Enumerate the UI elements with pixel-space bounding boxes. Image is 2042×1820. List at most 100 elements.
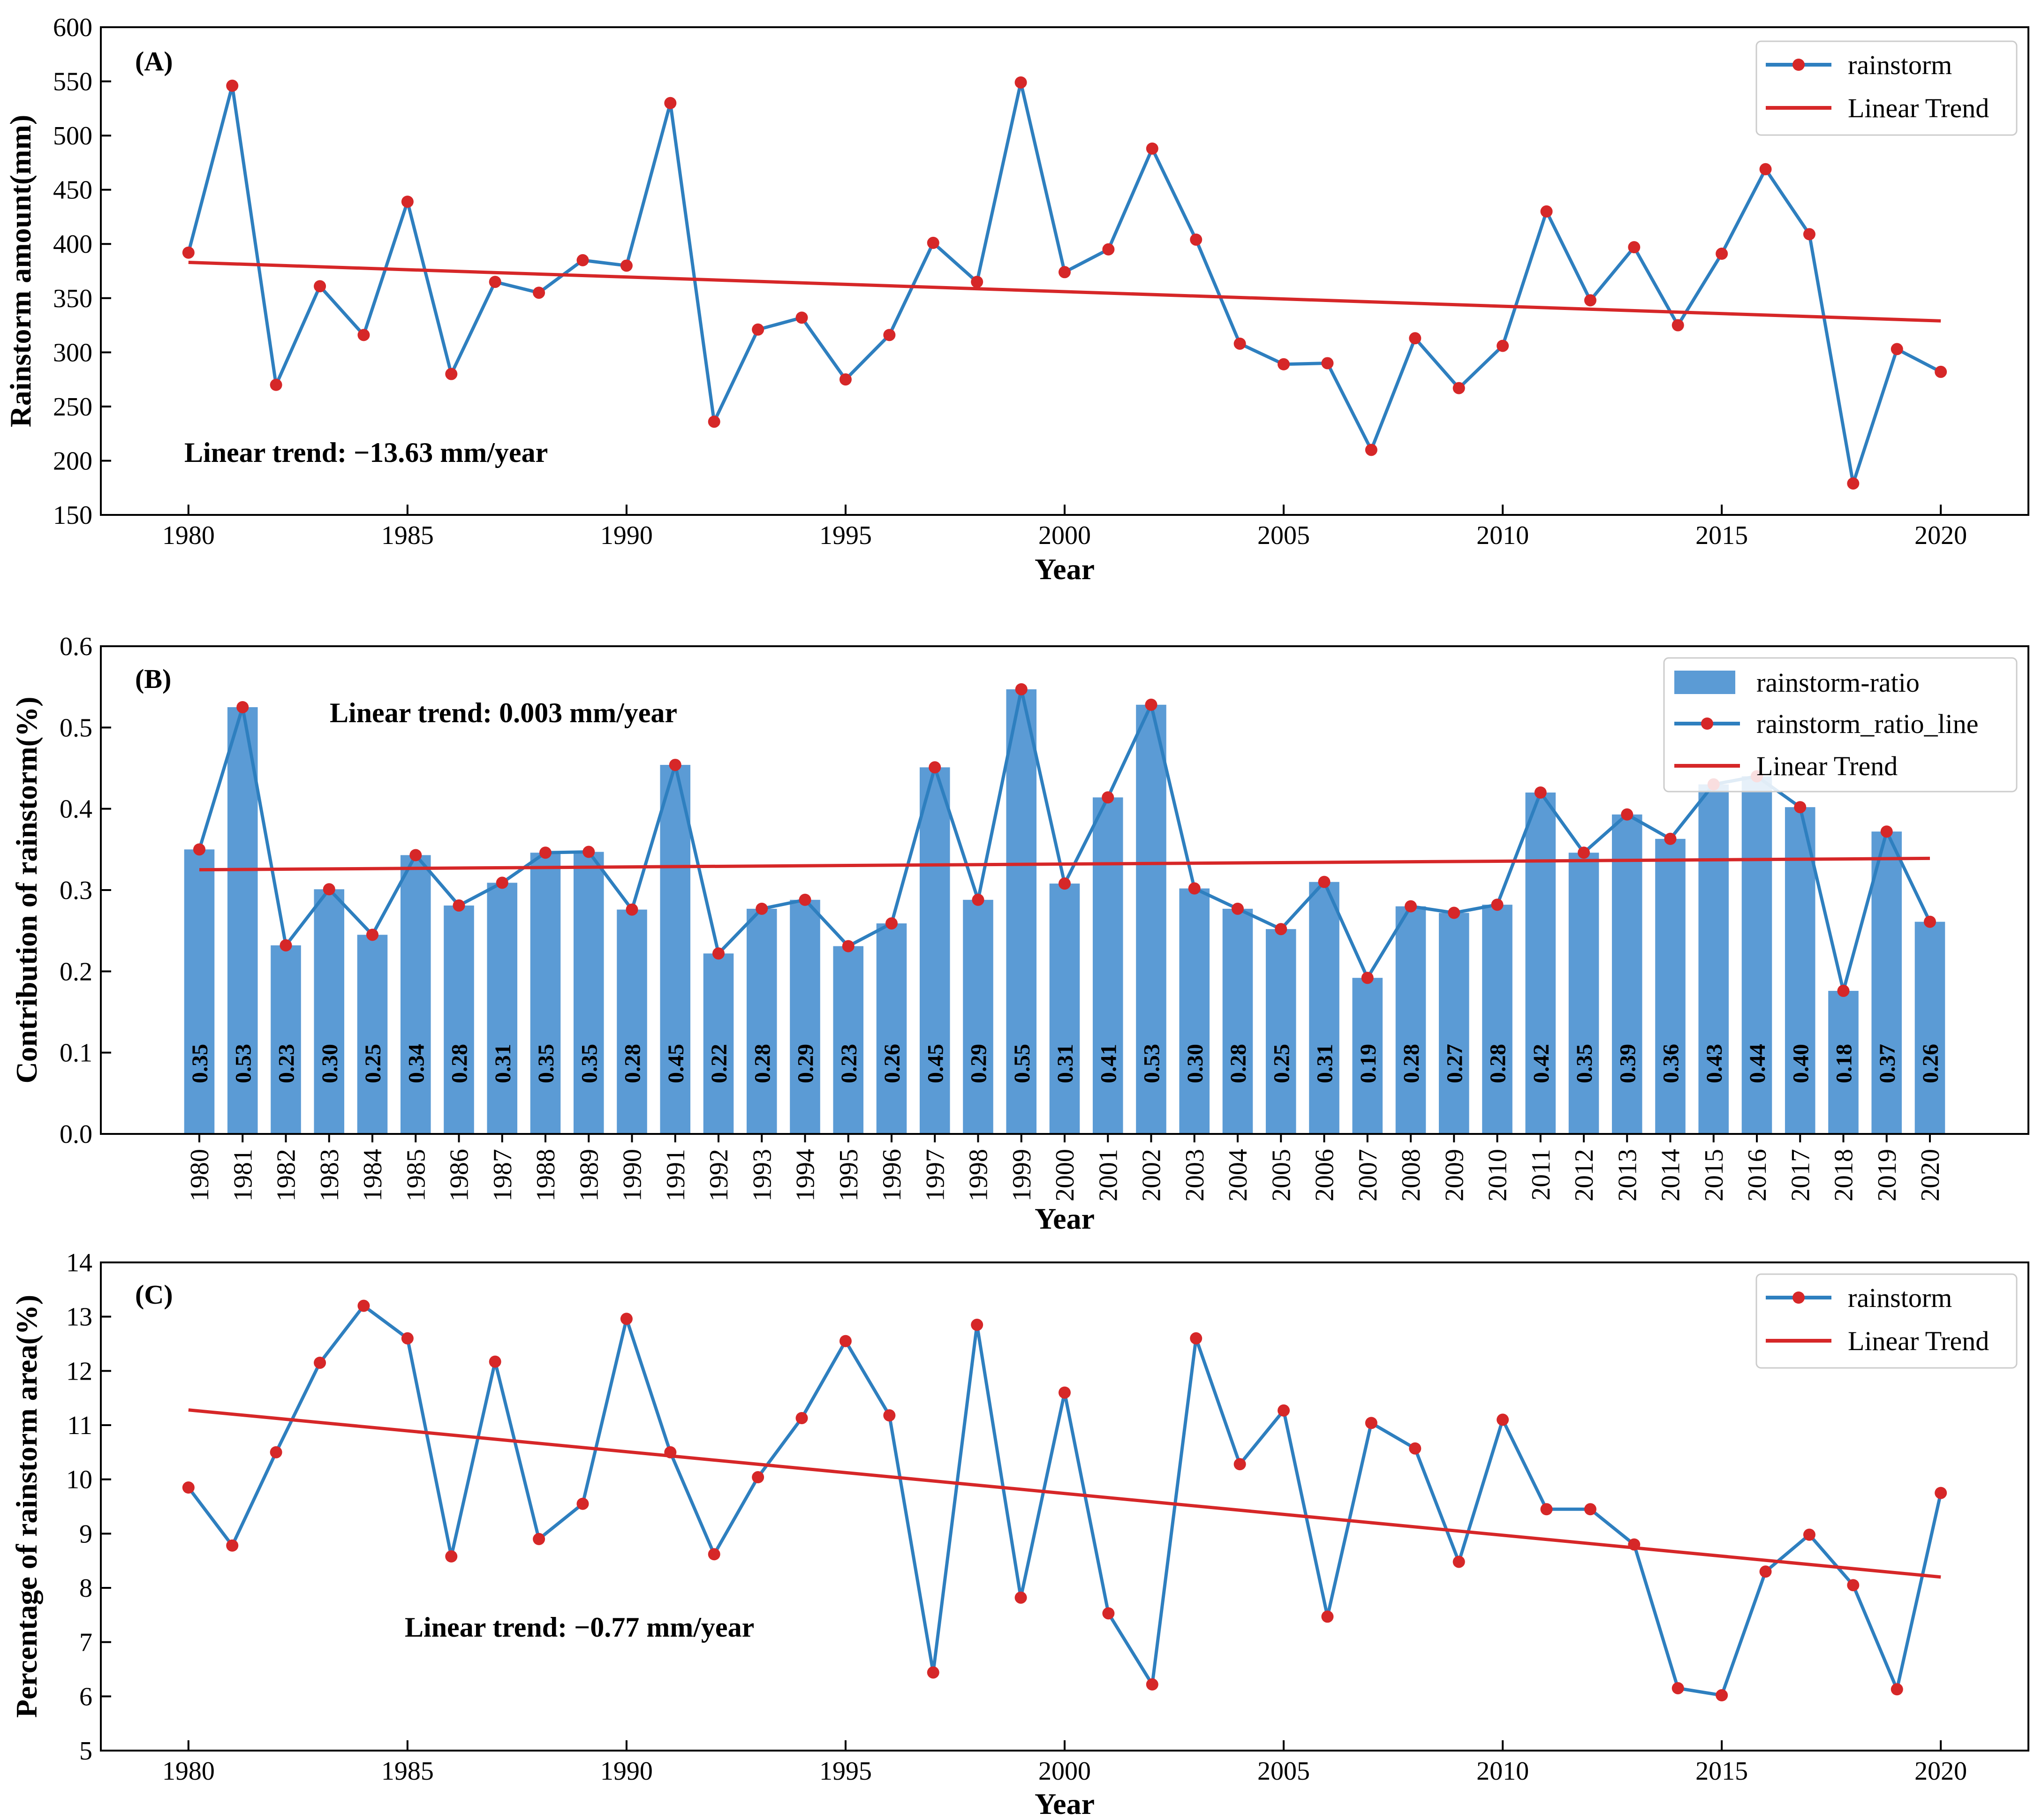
panel-b-bar-2018 xyxy=(1828,990,1859,1134)
panel-b-xtick-label-2003: 2003 xyxy=(1180,1149,1210,1201)
panel-a-point-2004 xyxy=(1233,337,1246,350)
panel-b-xtick-label-2010: 2010 xyxy=(1483,1149,1513,1201)
panel-b-xtick-label-1991: 1991 xyxy=(661,1149,690,1201)
panel-c-xtick-label-8: 2020 xyxy=(1914,1757,1967,1786)
panel-a-legend-rainstorm-marker xyxy=(1792,59,1805,71)
panel-c-ytick-label-2: 7 xyxy=(79,1628,92,1657)
panel-b-xtick-label-1980: 1980 xyxy=(185,1149,214,1201)
panel-b-bar-label-2007: 0.19 xyxy=(1356,1044,1381,1083)
panel-c-ytick-label-7: 12 xyxy=(66,1357,92,1386)
panel-b-bar-1983 xyxy=(314,889,345,1134)
panel-b-bar-1994 xyxy=(790,899,820,1134)
panel-b-bar-2012 xyxy=(1568,853,1599,1134)
panel-c-point-2000 xyxy=(1059,1386,1071,1399)
panel-b-legend-box xyxy=(1663,657,2018,793)
panel-b-bar-label-2006: 0.31 xyxy=(1313,1044,1338,1083)
panel-b-ytick-label-0: 0.0 xyxy=(60,1120,92,1149)
panel-b-xtick-label-2005: 2005 xyxy=(1267,1149,1296,1201)
panel-b-xtick-label-1994: 1994 xyxy=(791,1149,820,1201)
panel-b-bar-1991 xyxy=(660,765,691,1134)
panel-c-ytick-label-0: 5 xyxy=(79,1737,92,1766)
panel-b-bar-label-2009: 0.27 xyxy=(1442,1044,1467,1083)
panel-b-bar-label-2000: 0.31 xyxy=(1053,1044,1078,1083)
panel-b-point-1984 xyxy=(366,929,378,941)
panel-b-point-2006 xyxy=(1318,876,1331,888)
panel-a-point-2010 xyxy=(1497,340,1509,352)
panel-a-point-1985 xyxy=(401,196,414,208)
panel-b-bar-label-1988: 0.35 xyxy=(534,1044,559,1083)
panel-b-bar-1998 xyxy=(963,899,993,1134)
panel-b-bar-label-1995: 0.23 xyxy=(837,1044,862,1083)
panel-b-point-2007 xyxy=(1361,972,1374,984)
panel-a-point-2016 xyxy=(1759,163,1772,175)
panel-b-bar-2001 xyxy=(1092,797,1123,1134)
panel-b-bar-2003 xyxy=(1179,888,1210,1134)
panel-a-point-2009 xyxy=(1452,382,1465,394)
panel-a-label: (A) xyxy=(135,46,173,76)
panel-a-point-2015 xyxy=(1716,248,1728,260)
panel-b-bar-label-1981: 0.53 xyxy=(231,1044,256,1083)
panel-a-point-1982 xyxy=(270,378,282,391)
panel-b-point-1997 xyxy=(929,761,941,774)
panel-c-point-1984 xyxy=(357,1299,370,1312)
panel-a-point-2020 xyxy=(1935,365,1947,378)
panel-a-xtick-label-5: 2005 xyxy=(1257,521,1310,550)
panel-c-frame xyxy=(100,1261,2029,1752)
panel-a-legend-rainstorm-label: rainstorm xyxy=(1848,50,1952,80)
panel-c-ytick-label-6: 11 xyxy=(67,1411,92,1440)
panel-a-legend: rainstorm Linear Trend xyxy=(1755,40,2018,136)
panel-b-bar-label-1986: 0.28 xyxy=(447,1044,472,1083)
panel-a-xtick-label-1: 1985 xyxy=(381,521,434,550)
panel-b-bar-label-1985: 0.34 xyxy=(404,1044,429,1083)
panel-b-bar-label-1997: 0.45 xyxy=(923,1044,948,1083)
panel-b-xtick-label-2000: 2000 xyxy=(1051,1149,1080,1201)
panel-c-ytick-label-5: 10 xyxy=(66,1465,92,1495)
panel-c-ytick-label-9: 14 xyxy=(66,1248,92,1277)
panel-a-xtick-label-4: 2000 xyxy=(1038,521,1091,550)
panel-b-label: (B) xyxy=(135,664,171,694)
panel-a: 150 200 250 300 350 400 450 500 550 600 1980 1985 19… xyxy=(4,13,2029,586)
panel-b-legend-bar-swatch xyxy=(1674,671,1735,694)
panel-b-point-1989 xyxy=(582,846,595,858)
panel-b-ytick-label-1: 0.1 xyxy=(60,1039,92,1068)
panel-b-bar-1981 xyxy=(227,707,258,1134)
panel-b-bar-label-1998: 0.29 xyxy=(967,1044,991,1083)
panel-c-xtick-label-4: 2000 xyxy=(1038,1757,1091,1786)
panel-c-point-1982 xyxy=(270,1446,282,1458)
panel-b-xtick-label-1986: 1986 xyxy=(445,1149,474,1201)
panel-b-xtick-label-1984: 1984 xyxy=(358,1149,387,1201)
panel-b-bar-label-1996: 0.26 xyxy=(880,1044,905,1083)
panel-a-point-2019 xyxy=(1891,343,1903,355)
panel-a-point-2002 xyxy=(1146,142,1158,155)
panel-b-bar-label-2002: 0.53 xyxy=(1140,1044,1165,1083)
panel-a-point-1997 xyxy=(927,236,939,249)
panel-b-xtick-label-2009: 2009 xyxy=(1440,1149,1469,1201)
panel-b-point-2017 xyxy=(1794,801,1807,814)
panel-c-ytick-label-4: 9 xyxy=(79,1519,92,1548)
panel-c-point-1985 xyxy=(401,1332,414,1344)
panel-b-bar-label-1980: 0.35 xyxy=(188,1044,212,1083)
panel-b-bar-1996 xyxy=(876,923,907,1134)
panel-a-trend-line xyxy=(188,261,1941,323)
panel-b-bar-label-2008: 0.28 xyxy=(1399,1044,1424,1083)
panel-b-bar-label-1987: 0.31 xyxy=(491,1044,515,1083)
panel-c-point-1981 xyxy=(226,1539,239,1552)
panel-a-ytick-label-6: 450 xyxy=(53,176,92,205)
panel-c-xtick-label-6: 2010 xyxy=(1476,1757,1529,1786)
panel-c-trend-annotation: Linear trend: −0.77 mm/year xyxy=(405,1612,754,1643)
panel-c-point-1999 xyxy=(1014,1591,1027,1604)
panel-b-point-2012 xyxy=(1578,846,1590,859)
panel-a-point-2007 xyxy=(1365,444,1377,456)
panel-b-xtick-label-2018: 2018 xyxy=(1830,1149,1859,1201)
panel-b-legend-bar-label: rainstorm-ratio xyxy=(1756,667,1920,698)
panel-b-bar-1999 xyxy=(1006,689,1037,1134)
panel-b-point-1988 xyxy=(539,846,552,859)
panel-b-ytick-label-4: 0.4 xyxy=(60,795,92,824)
panel-a-point-2003 xyxy=(1190,233,1203,246)
panel-a-xtick-label-8: 2020 xyxy=(1914,521,1967,550)
panel-c-point-1996 xyxy=(883,1409,896,1422)
panel-c-point-2008 xyxy=(1409,1442,1422,1455)
panel-c-xtick-label-3: 1995 xyxy=(819,1757,872,1786)
panel-c-legend-trend-label: Linear Trend xyxy=(1848,1326,1989,1356)
panel-b-point-1998 xyxy=(972,893,984,906)
